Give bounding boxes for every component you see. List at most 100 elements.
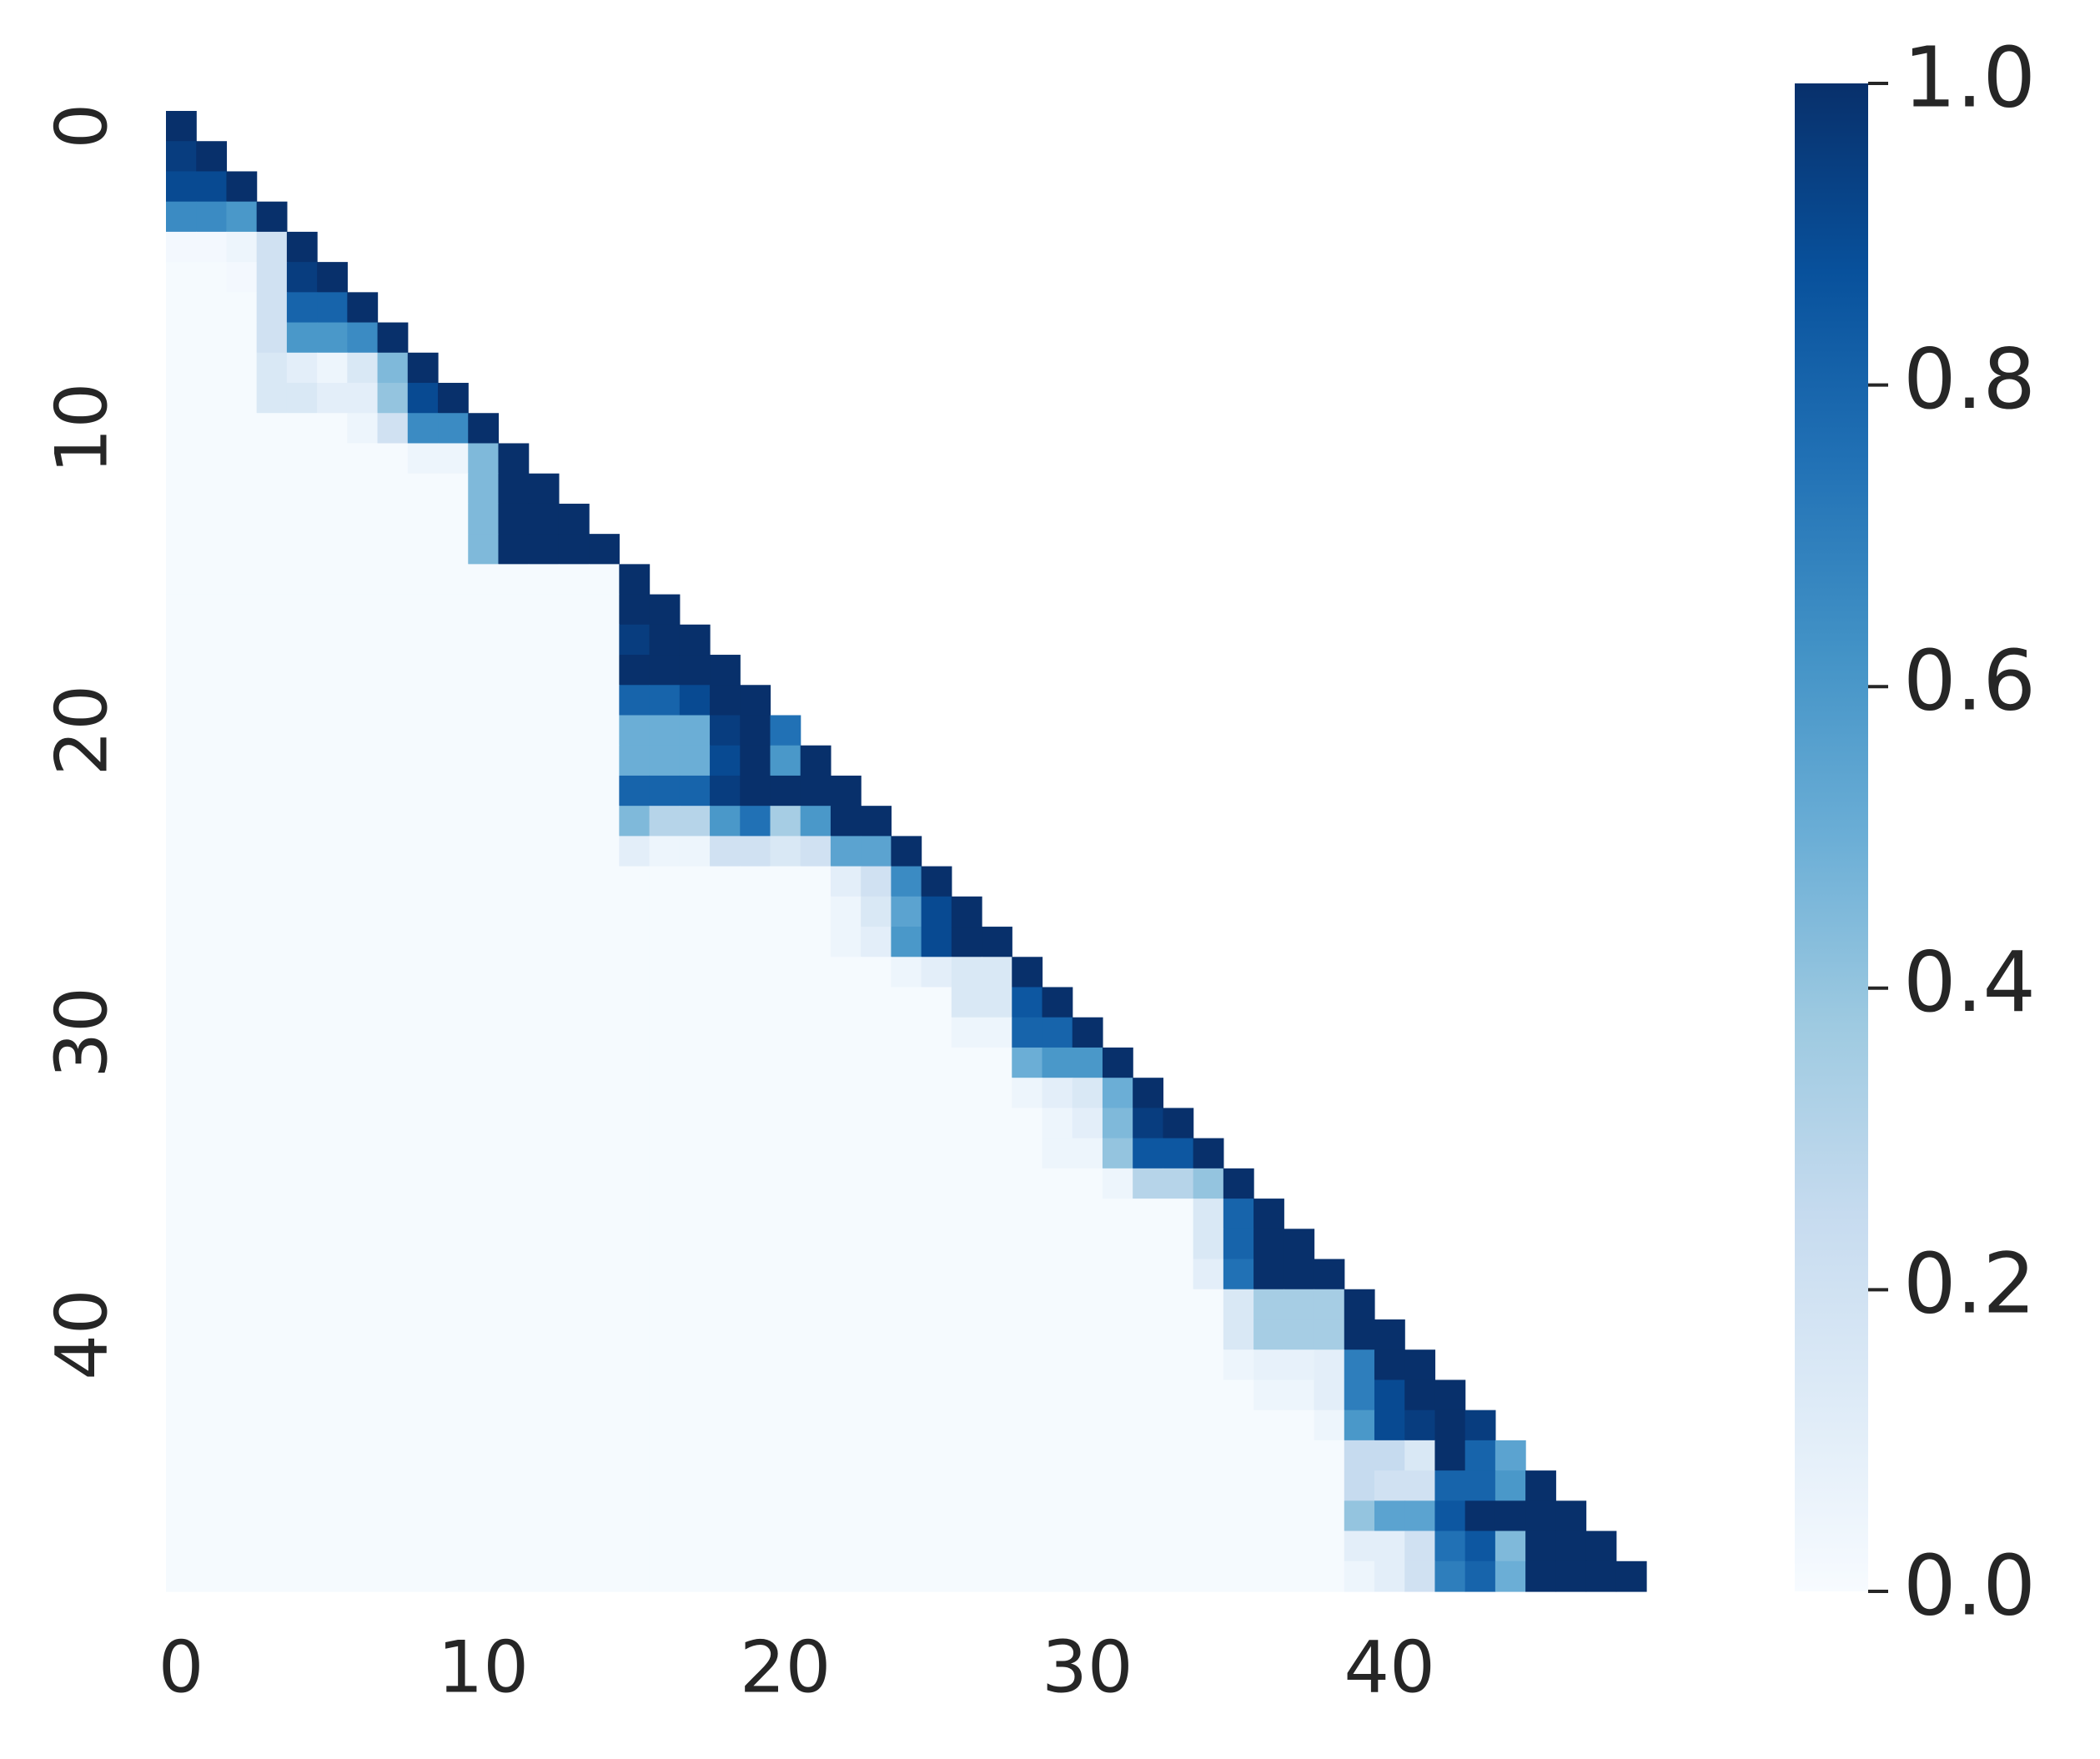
heatmap-cell [861,1229,892,1260]
heatmap-cell [166,262,197,293]
heatmap-cell [286,1440,318,1471]
heatmap-cell [528,1017,560,1048]
heatmap-cell [589,1229,620,1260]
heatmap-cell [921,1047,952,1078]
heatmap-cell [891,836,922,867]
heatmap-cell [740,927,771,957]
heatmap-cell [1102,1410,1133,1441]
heatmap-cell [317,1199,348,1229]
heatmap-cell [1344,1289,1375,1320]
heatmap-cell [498,594,530,626]
heatmap-cell [347,1560,379,1592]
heatmap-cell [679,806,711,837]
heatmap-cell [226,534,258,565]
heatmap-cell [1072,1410,1103,1441]
heatmap-cell [740,1078,771,1109]
heatmap-cell [528,1289,560,1320]
heatmap-cell [1163,1319,1194,1350]
heatmap-cell [226,1168,258,1199]
heatmap-cell [770,745,801,776]
heatmap-cell [377,1349,409,1381]
heatmap-cell [982,1199,1012,1229]
heatmap-cell [1012,1470,1043,1501]
heatmap-cell [982,987,1012,1018]
heatmap-cell [1072,1229,1103,1260]
heatmap-cell [196,1017,228,1048]
heatmap-cell [528,624,560,656]
heatmap-cell [800,866,831,897]
heatmap-cell [1102,1500,1133,1532]
heatmap-cell [1374,1530,1405,1562]
heatmap-cell [1133,1199,1164,1229]
heatmap-cell [982,957,1012,988]
heatmap-cell [1374,1349,1405,1381]
heatmap-cell [438,1500,469,1532]
heatmap-cell [528,503,560,535]
heatmap-cell [468,1440,500,1471]
heatmap-cell [407,1168,439,1199]
heatmap-cell [679,1470,711,1501]
heatmap-cell [921,896,952,927]
heatmap-cell [679,1078,711,1109]
heatmap-cell [1495,1530,1526,1562]
heatmap-cell [770,1500,801,1532]
heatmap-cell [558,1500,590,1532]
heatmap-cell [558,896,590,927]
heatmap-cell [377,443,409,475]
heatmap-cell [861,1500,892,1532]
heatmap-cell [891,1440,922,1471]
heatmap-cell [740,866,771,897]
heatmap-cell [710,1047,741,1078]
heatmap-cell [166,836,197,867]
heatmap-cell [286,957,318,988]
heatmap-cell [317,1440,348,1471]
heatmap-cell [498,987,530,1018]
heatmap-cell [1012,1380,1043,1411]
heatmap-cell [226,1500,258,1532]
heatmap-cell [317,1078,348,1109]
heatmap-cell [317,927,348,957]
heatmap-cell [407,1530,439,1562]
heatmap-cell [679,896,711,927]
heatmap-cell [1434,1440,1466,1471]
heatmap-cell [498,473,530,505]
heatmap-cell [226,1410,258,1441]
heatmap-cell [528,1259,560,1290]
heatmap-cell [407,1259,439,1290]
heatmap-cell [619,715,651,746]
heatmap-cell [256,1319,288,1350]
heatmap-cell [1102,1319,1133,1350]
heatmap-cell [1284,1500,1315,1532]
heatmap-cell [286,655,318,686]
heatmap-cell [1072,1017,1103,1048]
heatmap-cell [861,987,892,1018]
heatmap-cell [528,564,560,596]
heatmap-cell [558,987,590,1018]
heatmap-cell [1223,1259,1254,1290]
heatmap-cell [589,1530,620,1562]
heatmap-cell [558,1078,590,1109]
heatmap-cell [589,624,620,656]
heatmap-cell [679,1108,711,1139]
heatmap-cell [649,1380,681,1411]
heatmap-cell [1223,1168,1254,1199]
heatmap-cell [558,594,590,626]
heatmap-cell [468,1078,500,1109]
heatmap-cell [649,866,681,897]
heatmap-cell [1314,1440,1345,1471]
heatmap-cell [256,473,288,505]
heatmap-cell [166,1349,197,1381]
heatmap-cell [740,1017,771,1048]
heatmap-cell [589,1168,620,1199]
heatmap-cell [679,745,711,776]
heatmap-cell [498,624,530,656]
heatmap-cell [468,685,500,716]
heatmap-cell [1193,1168,1224,1199]
heatmap-cell [982,1530,1012,1562]
heatmap-cell [226,1560,258,1592]
heatmap-cell [498,1470,530,1501]
heatmap-cell [1193,1500,1224,1532]
heatmap-cell [1042,1168,1073,1199]
heatmap-cell [166,1078,197,1109]
heatmap-cell [830,1199,862,1229]
